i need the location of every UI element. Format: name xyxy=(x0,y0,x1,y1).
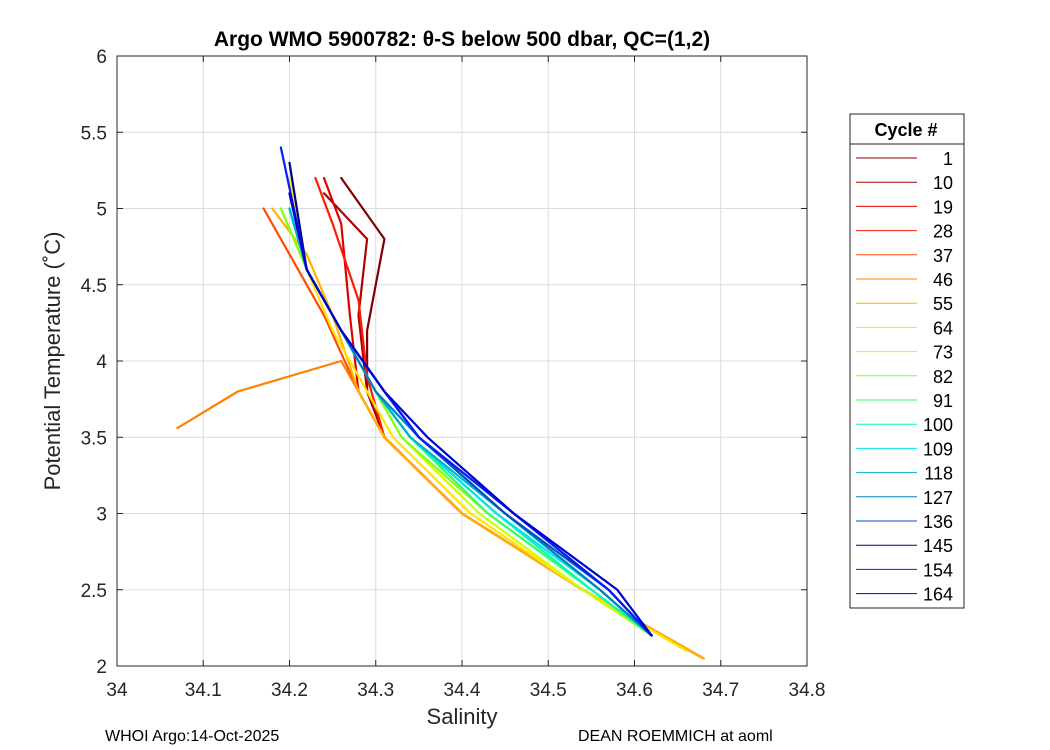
x-tick-label: 34.6 xyxy=(616,680,653,701)
legend-title: Cycle # xyxy=(874,120,937,140)
legend: Cycle # 1 10 19 28 37 46 55 64 73 82 91 100 109 118 12… xyxy=(849,113,965,609)
grid-lines xyxy=(117,56,807,666)
legend-label-100: 100 xyxy=(923,415,953,435)
x-axis-label: Salinity xyxy=(427,704,498,729)
series-line-cycle-164 xyxy=(288,192,653,637)
y-axis-label: Potential Temperature (˚C) xyxy=(40,232,65,491)
x-tick-label: 34.7 xyxy=(702,680,739,701)
x-tick-label: 34.2 xyxy=(271,680,308,701)
legend-label-136: 136 xyxy=(923,512,953,532)
legend-label-73: 73 xyxy=(933,343,953,363)
y-tick-label: 5 xyxy=(96,200,107,221)
legend-label-10: 10 xyxy=(933,173,953,193)
series-lines xyxy=(176,146,705,660)
y-tick-label: 4 xyxy=(96,352,107,373)
legend-label-164: 164 xyxy=(923,585,953,605)
y-tick-label: 2 xyxy=(96,657,107,678)
y-tick-label: 3 xyxy=(96,505,107,526)
legend-label-64: 64 xyxy=(933,318,953,338)
legend-label-82: 82 xyxy=(933,367,953,387)
legend-label-55: 55 xyxy=(933,294,953,314)
legend-box xyxy=(849,113,965,609)
y-tick-label: 6 xyxy=(96,47,107,68)
legend-label-28: 28 xyxy=(933,222,953,242)
legend-label-154: 154 xyxy=(923,560,953,580)
footer-left: WHOI Argo:14-Oct-2025 xyxy=(105,728,279,745)
y-tick-label: 3.5 xyxy=(81,428,107,449)
legend-label-118: 118 xyxy=(924,464,953,484)
legend-label-109: 109 xyxy=(923,439,953,459)
legend-label-37: 37 xyxy=(933,246,953,266)
legend-label-127: 127 xyxy=(923,488,953,508)
x-tick-label: 34 xyxy=(106,680,128,701)
legend-label-145: 145 xyxy=(923,536,953,556)
y-tick-label: 2.5 xyxy=(81,581,107,602)
legend-label-91: 91 xyxy=(933,391,953,411)
footer-right: DEAN ROEMMICH at aoml xyxy=(578,728,773,745)
legend-label-46: 46 xyxy=(933,270,953,290)
x-tick-label: 34.5 xyxy=(530,680,567,701)
legend-label-1: 1 xyxy=(943,149,953,169)
x-tick-label: 34.1 xyxy=(185,680,222,701)
legend-label-19: 19 xyxy=(933,197,953,217)
x-tick-label: 34.3 xyxy=(357,680,394,701)
x-tick-label: 34.8 xyxy=(789,680,826,701)
y-tick-label: 4.5 xyxy=(81,276,107,297)
y-tick-label: 5.5 xyxy=(81,123,107,144)
axis-ticks: 34 34.1 34.2 34.3 34.4 34.5 34.6 34.7 34.8 2 2.5 3 3… xyxy=(81,47,826,701)
x-tick-label: 34.4 xyxy=(444,680,481,701)
chart-title: Argo WMO 5900782: θ-S below 500 dbar, QC… xyxy=(214,28,710,51)
